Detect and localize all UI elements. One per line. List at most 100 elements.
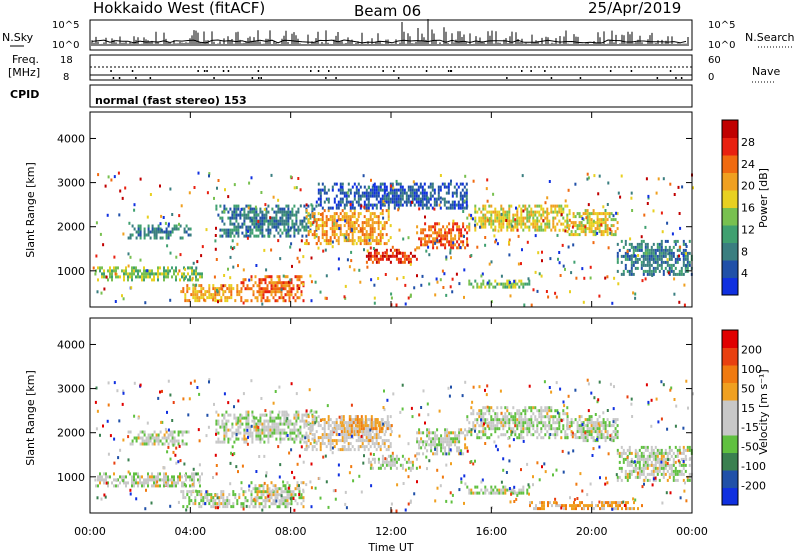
freq-dot <box>110 70 112 72</box>
ytick-label: 1000 <box>57 265 85 278</box>
freq-dot <box>382 70 384 72</box>
band-7 <box>367 454 418 470</box>
colorbar-frame <box>721 329 739 506</box>
freq-label-line1: Freq. <box>12 53 39 66</box>
velocity-heatmap <box>94 378 694 513</box>
freq-dot <box>258 77 260 79</box>
velocity-ylabel: Slant Range [km] <box>24 370 37 466</box>
power-yticks: 1000 2000 3000 4000 <box>57 132 692 278</box>
colorbar-tick-label: 4 <box>741 267 748 280</box>
colorbar-tick-label: 100 <box>741 363 762 376</box>
band-8 <box>466 204 569 232</box>
x-axis-label: Time UT <box>367 541 413 554</box>
band-2 <box>180 284 243 303</box>
plot-title: Hokkaido West (fitACF) <box>93 0 265 17</box>
power-colorbar-label: Power [dB] <box>757 168 770 228</box>
band-4 <box>215 410 318 444</box>
freq-dot <box>669 70 672 72</box>
freq-dot <box>206 70 208 72</box>
band-12 <box>466 485 531 495</box>
colorbar-segment <box>722 225 738 243</box>
colorbar-segment <box>722 207 738 226</box>
colorbar-segment <box>722 330 738 348</box>
colorbar-segment <box>722 417 738 436</box>
colorbar-segment <box>722 452 738 471</box>
ytick-label: 1000 <box>57 471 85 484</box>
ytick-label: 2000 <box>57 221 85 234</box>
nsearch-label: N.Search <box>745 31 795 44</box>
nave-tick-bottom: 0 <box>708 72 714 83</box>
freq-dot <box>335 77 337 79</box>
velocity-xtick-marks <box>89 318 693 513</box>
ytick-label: 4000 <box>57 338 85 351</box>
colorbar-tick-label: 8 <box>741 245 748 258</box>
band-5 <box>305 209 392 246</box>
colorbar-tick-label: 12 <box>741 223 755 236</box>
colorbar-tick-label: -50 <box>741 441 759 454</box>
xtick-label: 00:00 <box>676 525 708 538</box>
nsky-scale-bottom-right: 10^0 <box>708 40 735 51</box>
xtick-label: 04:00 <box>174 525 206 538</box>
power-heatmap <box>92 171 694 307</box>
freq-dot <box>325 77 327 79</box>
freq-dot <box>227 70 230 72</box>
noise-cells <box>92 171 694 307</box>
colorbar-segment <box>722 382 738 401</box>
band-0 <box>95 266 203 282</box>
freq-dot <box>393 70 395 72</box>
colorbar-segment <box>722 277 738 296</box>
band-7 <box>416 222 469 250</box>
colorbar-segment <box>722 400 738 418</box>
colorbar-segment <box>722 470 738 488</box>
colorbar-tick-label: 16 <box>741 202 755 215</box>
cpid-label: CPID <box>10 88 39 101</box>
xtick-label: 16:00 <box>475 525 507 538</box>
band-6 <box>340 415 393 434</box>
date-label: 25/Apr/2019 <box>588 0 681 17</box>
xtick-label: 12:00 <box>375 525 407 538</box>
ytick-label: 3000 <box>57 383 85 396</box>
freq-dot <box>317 70 320 72</box>
mode-text: normal (fast stereo) 153 <box>95 94 247 107</box>
power-panel-frame <box>89 111 693 308</box>
colorbar-segment <box>722 190 738 208</box>
band-1 <box>127 430 190 446</box>
freq-dot <box>328 70 330 72</box>
ytick-label: 2000 <box>57 427 85 440</box>
freq-dot <box>131 70 134 72</box>
nsky-scale-bottom-left: 10^0 <box>52 40 79 51</box>
colorbar-tick-label: -100 <box>741 460 766 473</box>
band-3 <box>240 275 305 303</box>
band-11 <box>468 279 531 289</box>
nsky-scale-top-left: 10^5 <box>52 20 79 31</box>
freq-dot <box>397 77 400 79</box>
nsky-panel-frame <box>89 19 693 51</box>
colorbar-segment <box>722 365 738 383</box>
freq-dot <box>251 77 254 79</box>
power-xtick-marks <box>89 112 693 307</box>
band-9 <box>466 406 569 440</box>
band-0 <box>95 472 203 488</box>
colorbar-segment <box>722 435 738 453</box>
freq-dot <box>630 70 633 72</box>
nsky-label: N.Sky <box>2 31 34 44</box>
freq-dot <box>530 70 532 72</box>
freq-dot <box>675 77 677 79</box>
band-9 <box>566 209 619 237</box>
band-6 <box>365 248 418 264</box>
freq-dot <box>680 77 683 79</box>
band-4 <box>215 204 318 238</box>
colorbar-frame <box>721 119 739 296</box>
colorbar-tick-label: 28 <box>741 136 755 149</box>
band-2 <box>180 490 243 509</box>
freq-dot <box>425 70 428 72</box>
colorbar-tick-label: 50 <box>741 382 755 395</box>
freq-dot <box>197 70 199 72</box>
freq-dot <box>112 77 115 79</box>
colorbar-tick-label: -200 <box>741 480 766 493</box>
colorbar-tick-label: 15 <box>741 402 755 415</box>
freq-dot <box>609 70 612 72</box>
ytick-label: 4000 <box>57 132 85 145</box>
freq-dot <box>656 77 659 79</box>
